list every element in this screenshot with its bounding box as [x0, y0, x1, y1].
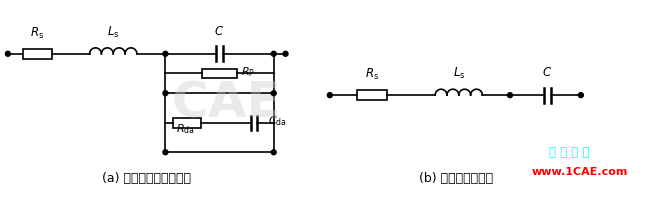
Text: $R_{\mathrm{da}}$: $R_{\mathrm{da}}$: [176, 123, 194, 136]
Circle shape: [271, 51, 276, 56]
Circle shape: [271, 150, 276, 155]
Text: 仿 真 在 线: 仿 真 在 线: [549, 146, 590, 159]
Circle shape: [283, 51, 288, 56]
Text: $C_{\mathrm{da}}$: $C_{\mathrm{da}}$: [268, 114, 287, 128]
Bar: [358, 90, 387, 100]
Circle shape: [5, 51, 10, 56]
Circle shape: [163, 91, 168, 96]
Text: $R_{\mathrm{P}}$: $R_{\mathrm{P}}$: [241, 66, 255, 79]
Text: $C$: $C$: [542, 66, 552, 79]
Text: CAE: CAE: [172, 79, 281, 127]
Text: www.1CAE.com: www.1CAE.com: [532, 167, 628, 177]
Text: $R_{\mathrm{s}}$: $R_{\mathrm{s}}$: [31, 26, 44, 41]
Circle shape: [163, 150, 168, 155]
Circle shape: [578, 93, 583, 98]
Circle shape: [328, 93, 332, 98]
Text: $L_{\mathrm{s}}$: $L_{\mathrm{s}}$: [107, 25, 120, 40]
Circle shape: [271, 91, 276, 96]
Circle shape: [508, 93, 512, 98]
Circle shape: [163, 51, 168, 56]
Bar: [23, 49, 52, 59]
Text: $C$: $C$: [214, 25, 225, 38]
Text: (b) 电容器简化模型: (b) 电容器简化模型: [419, 172, 493, 185]
Text: (a) 电容器实际等效电路: (a) 电容器实际等效电路: [102, 172, 191, 185]
Text: $L_{\mathrm{s}}$: $L_{\mathrm{s}}$: [452, 66, 465, 81]
Bar: [202, 69, 237, 78]
Bar: [174, 118, 201, 128]
Text: $R_{\mathrm{s}}$: $R_{\mathrm{s}}$: [365, 67, 379, 82]
